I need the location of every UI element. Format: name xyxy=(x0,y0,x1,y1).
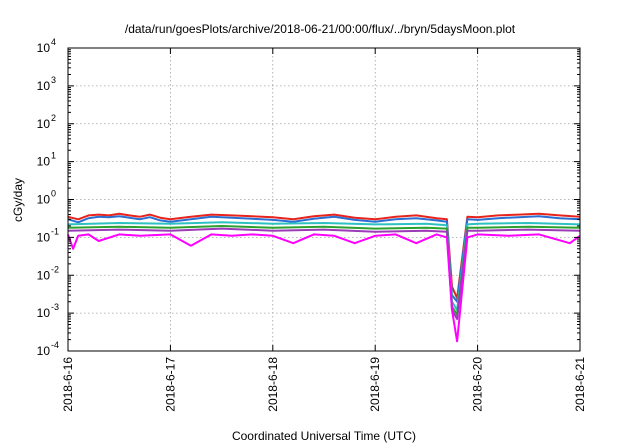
y-tick-label: 10 xyxy=(37,230,51,244)
y-tick-label: 10 xyxy=(37,268,51,282)
y-tick-label-exponent: 4 xyxy=(51,37,56,47)
y-tick-label-exponent: 0 xyxy=(51,189,56,199)
y-tick-label: 10 xyxy=(37,193,51,207)
x-tick-label: 2018-6-20 xyxy=(471,357,485,412)
series-line-4 xyxy=(67,225,581,316)
x-tick-label: 2018-6-18 xyxy=(266,357,280,412)
y-tick-label: 10 xyxy=(37,155,51,169)
y-axis-label: cGy/day xyxy=(11,178,25,222)
y-tick-label-exponent: -1 xyxy=(51,226,59,236)
y-tick-label: 10 xyxy=(37,306,51,320)
y-tick-label-exponent: 2 xyxy=(51,113,56,123)
x-axis-label: Coordinated Universal Time (UTC) xyxy=(232,429,416,443)
y-tick-label-exponent: 1 xyxy=(51,151,56,161)
y-tick-label-exponent: -2 xyxy=(51,264,59,274)
y-tick-label: 10 xyxy=(37,117,51,131)
y-tick-label-exponent: 3 xyxy=(51,75,56,85)
y-tick-label-exponent: -3 xyxy=(51,302,59,312)
y-tick-label: 10 xyxy=(37,344,51,358)
series-line-6 xyxy=(67,233,581,343)
x-tick-label: 2018-6-17 xyxy=(163,357,177,412)
y-tick-label: 10 xyxy=(37,79,51,93)
x-tick-label: 2018-6-16 xyxy=(61,357,75,412)
y-tick-label: 10 xyxy=(37,41,51,55)
grid xyxy=(68,48,580,351)
series-line-1 xyxy=(67,212,581,300)
x-tick-label: 2018-6-21 xyxy=(573,357,587,412)
series-line-3 xyxy=(67,221,581,312)
y-tick-label-exponent: -4 xyxy=(51,340,59,350)
chart-title: /data/run/goesPlots/archive/2018-06-21/0… xyxy=(125,22,516,36)
series-line-5 xyxy=(67,227,581,320)
series-layer xyxy=(67,212,581,343)
x-tick-label: 2018-6-19 xyxy=(368,357,382,412)
series-line-2 xyxy=(67,215,581,303)
